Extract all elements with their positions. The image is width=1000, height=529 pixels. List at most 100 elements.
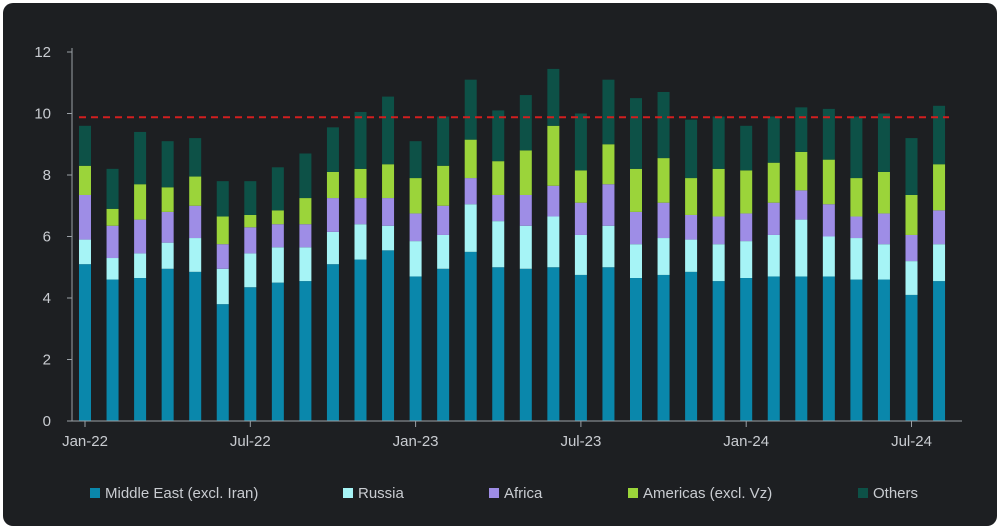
y-tick-label-2: 2: [43, 352, 51, 369]
bar-segment-1-14: [464, 204, 477, 252]
bar-segment-0-8: [299, 281, 312, 421]
bar-segment-4-1: [106, 168, 119, 209]
bar-segment-3-14: [464, 139, 477, 179]
bar-segment-4-28: [850, 116, 863, 179]
bar-segment-1-17: [547, 216, 560, 268]
legend-label-1: Russia: [358, 485, 405, 502]
bar-segment-0-21: [657, 274, 670, 421]
bar-segment-2-14: [464, 178, 477, 205]
bar-segment-3-24: [740, 170, 753, 214]
bar-segment-0-1: [106, 279, 119, 421]
bar-segment-4-6: [244, 181, 257, 215]
bar-segment-1-4: [189, 238, 202, 272]
bar-segment-0-18: [574, 274, 587, 421]
bar-segment-0-31: [933, 281, 946, 421]
bar-segment-1-30: [905, 261, 918, 295]
bar-segment-2-21: [657, 202, 670, 239]
legend-label-2: Africa: [504, 485, 543, 502]
bar-segment-1-22: [685, 239, 698, 272]
bar-segment-3-20: [630, 168, 642, 212]
bar-segment-1-27: [822, 236, 835, 277]
bar-segment-0-27: [822, 276, 835, 421]
bar-segment-4-24: [740, 125, 753, 171]
bar-segment-4-4: [189, 138, 202, 177]
bar-segment-3-19: [602, 144, 615, 185]
bar-segment-4-30: [905, 138, 918, 195]
bar-segment-1-6: [244, 253, 257, 288]
bar-segment-1-9: [326, 231, 339, 265]
bar-segment-2-22: [685, 214, 698, 240]
bar-segment-0-12: [409, 276, 422, 421]
legend-swatch-3: [628, 488, 638, 498]
bar-segment-0-22: [685, 271, 698, 421]
x-tick-label-Jan-23: Jan-23: [393, 433, 439, 450]
bar-segment-3-3: [161, 187, 174, 212]
bar-segment-2-0: [79, 194, 91, 240]
bar-segment-3-28: [850, 178, 863, 217]
bar-segment-1-0: [79, 239, 91, 265]
bar-segment-2-9: [326, 198, 339, 232]
bar-segment-3-15: [492, 161, 505, 195]
bar-segment-0-26: [795, 276, 808, 421]
bar-segment-1-11: [382, 225, 395, 251]
bar-segment-4-12: [409, 141, 422, 179]
bar-segment-1-15: [492, 221, 505, 268]
bar-segment-3-8: [299, 198, 312, 225]
bar-segment-4-25: [767, 116, 780, 163]
y-tick-label-6: 6: [43, 229, 51, 246]
bar-segment-3-11: [382, 164, 395, 199]
bar-segment-2-26: [795, 190, 808, 220]
bar-segment-4-10: [354, 111, 367, 169]
bar-segment-4-0: [79, 125, 91, 166]
legend-label-3: Americas (excl. Vz): [643, 485, 772, 502]
bar-segment-2-17: [547, 185, 560, 217]
bar-segment-0-14: [464, 251, 477, 422]
bar-segment-0-3: [161, 268, 174, 421]
y-tick-label-0: 0: [43, 413, 51, 430]
bar-segment-1-26: [795, 219, 808, 277]
x-tick-label-Jan-24: Jan-24: [723, 433, 769, 450]
bar-segment-0-13: [437, 268, 450, 421]
bar-segment-4-13: [437, 116, 450, 166]
bar-segment-4-29: [877, 113, 890, 172]
bar-segment-3-31: [933, 164, 946, 211]
bar-segment-1-20: [630, 244, 642, 279]
bar-segment-2-25: [767, 202, 780, 235]
bar-segment-1-19: [602, 225, 615, 268]
bar-segment-2-13: [437, 205, 450, 235]
y-tick-label-12: 12: [34, 44, 51, 61]
bar-segment-2-11: [382, 198, 395, 226]
bar-segment-0-5: [216, 304, 229, 421]
bar-segment-1-28: [850, 238, 863, 280]
bar-segment-2-16: [519, 194, 532, 226]
bar-segment-4-7: [271, 167, 284, 211]
legend: Middle East (excl. Iran) Russia Africa Amer…: [90, 485, 918, 502]
bar-segment-0-10: [354, 259, 367, 421]
axes-group: 0 2 4 6 8 10 12 Jan-22 Jul-22 Jan-23 Jul-23 Jan-24 J…: [34, 44, 962, 450]
bar-segment-3-10: [354, 168, 367, 199]
bar-segment-4-31: [933, 105, 946, 165]
bar-segment-3-12: [409, 178, 422, 214]
bar-segment-0-24: [740, 278, 753, 421]
bar-segment-2-24: [740, 213, 753, 242]
bar-segment-4-9: [326, 127, 339, 172]
x-tick-label-Jan-22: Jan-22: [62, 433, 108, 450]
bar-segment-3-0: [79, 165, 91, 195]
bar-segment-2-23: [712, 216, 725, 245]
bar-segment-3-18: [574, 170, 587, 203]
bar-segment-4-3: [161, 141, 174, 188]
bar-segment-4-27: [822, 108, 835, 160]
bar-segment-1-13: [437, 234, 450, 269]
bar-segment-3-30: [905, 194, 918, 235]
bar-segment-2-2: [134, 219, 147, 254]
bar-segment-2-27: [822, 204, 835, 237]
bar-segment-4-8: [299, 153, 312, 199]
bar-segment-2-8: [299, 224, 312, 248]
bar-segment-0-0: [79, 264, 91, 421]
bar-segment-0-6: [244, 287, 257, 421]
bar-segment-0-11: [382, 250, 395, 421]
bar-segment-2-4: [189, 205, 202, 239]
bar-segment-1-8: [299, 247, 312, 282]
bar-segment-2-3: [161, 211, 174, 243]
